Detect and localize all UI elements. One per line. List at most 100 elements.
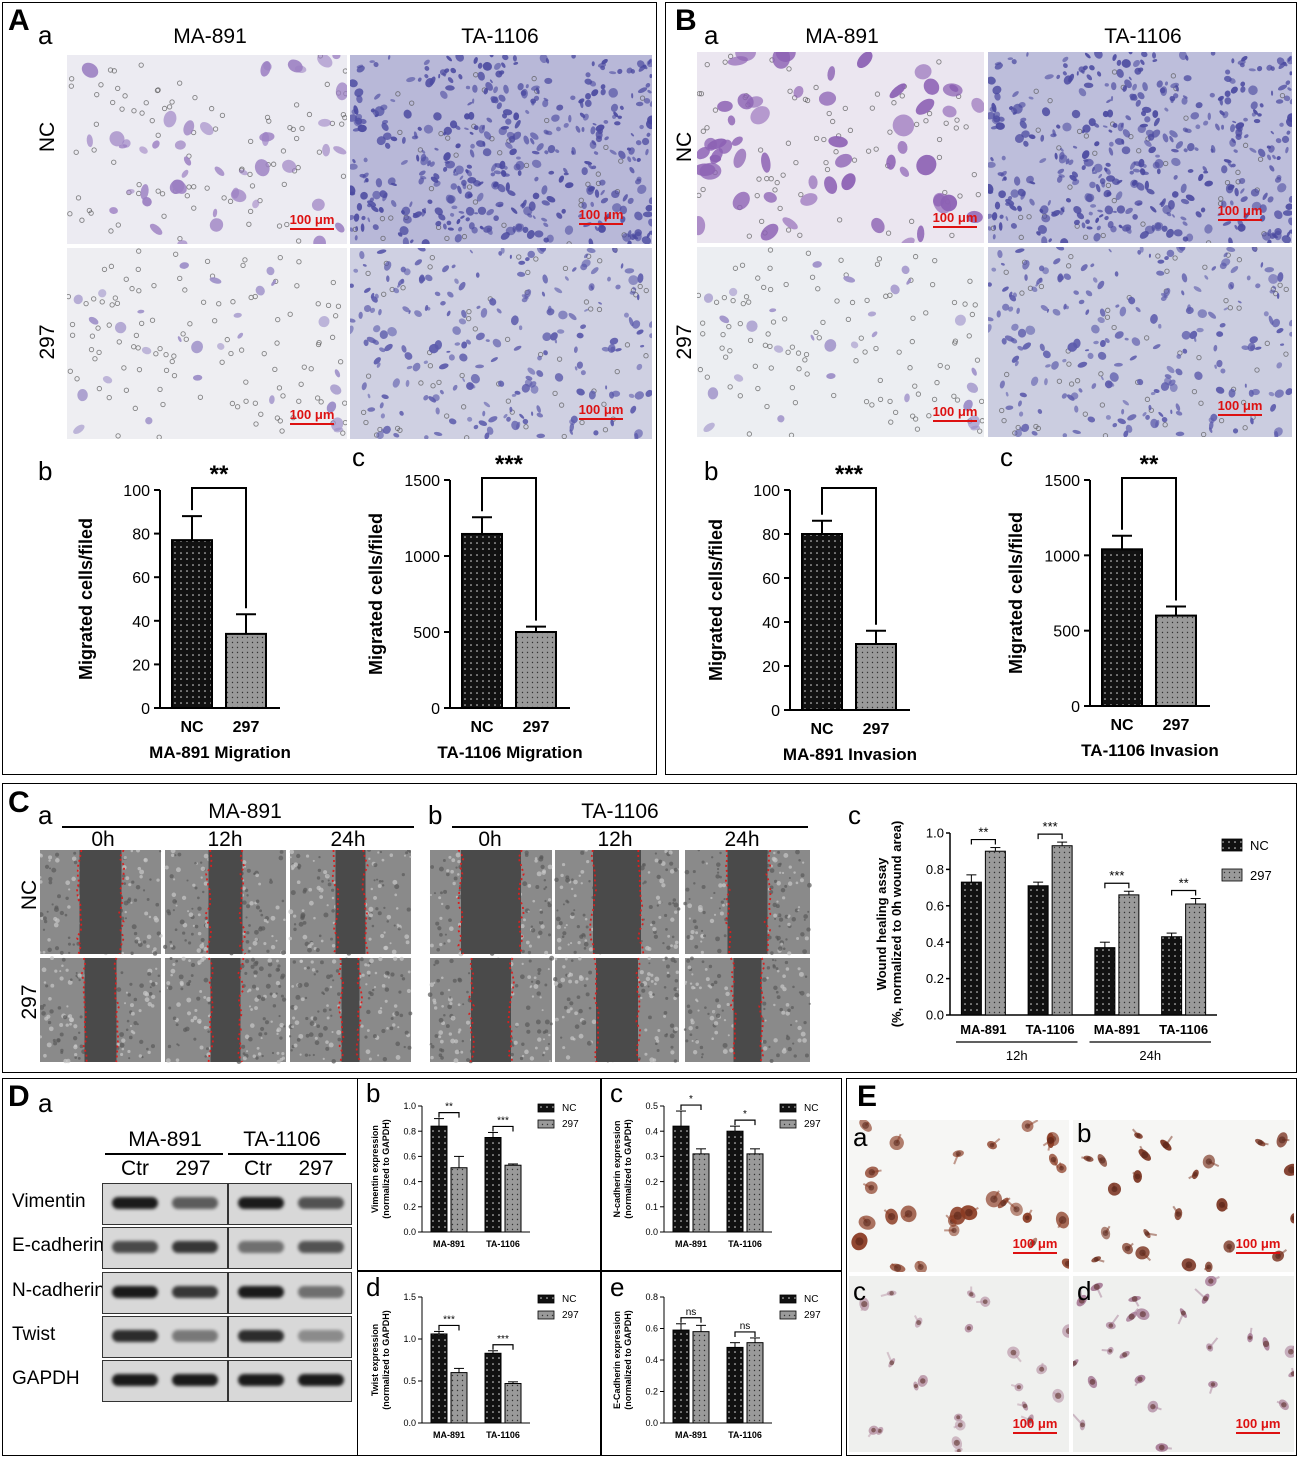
cell <box>1040 304 1049 311</box>
cell <box>687 1009 693 1015</box>
pore <box>914 121 920 128</box>
cell <box>323 1026 328 1031</box>
pore <box>151 283 157 289</box>
pore <box>747 337 754 344</box>
cell <box>319 895 324 899</box>
cell <box>437 926 442 931</box>
cell <box>534 859 538 863</box>
pore <box>208 105 215 112</box>
cell-nucleus <box>868 1184 875 1191</box>
cell <box>802 1038 807 1043</box>
cell <box>1056 74 1061 80</box>
y-tick-label: 0.4 <box>645 1126 658 1136</box>
cell <box>1112 122 1118 128</box>
cell <box>629 233 637 240</box>
y-tick-label: 80 <box>762 527 780 544</box>
cell <box>1154 222 1164 232</box>
y-tick-label: 0.1 <box>645 1202 658 1212</box>
cell <box>1037 409 1043 414</box>
cell <box>467 972 471 975</box>
cell <box>367 217 371 223</box>
cell <box>455 55 464 62</box>
cell-nucleus <box>1111 1186 1118 1193</box>
cell <box>457 226 463 232</box>
cell <box>424 74 429 79</box>
cell <box>1219 322 1226 328</box>
cell <box>280 975 285 980</box>
cell <box>384 343 393 352</box>
pore <box>1196 354 1202 361</box>
pore <box>1277 282 1283 288</box>
panel-d-sub-a: a <box>38 1088 53 1118</box>
cell <box>988 317 994 322</box>
cell <box>461 341 468 349</box>
wb-band <box>172 1374 218 1386</box>
cell <box>425 274 433 282</box>
cell <box>513 112 520 121</box>
cell <box>1173 229 1183 237</box>
wound-edge <box>238 850 247 955</box>
cell <box>783 1047 786 1051</box>
cell <box>446 872 450 877</box>
wb-band <box>298 1286 344 1298</box>
cell <box>537 967 542 973</box>
pore <box>277 254 283 261</box>
cell <box>269 880 273 884</box>
pore <box>335 303 342 309</box>
cell <box>244 888 249 893</box>
cell-nucleus <box>1136 1133 1141 1138</box>
cell <box>377 851 380 854</box>
cell <box>782 947 786 951</box>
pore <box>912 253 919 260</box>
cell <box>1063 273 1072 280</box>
cell <box>190 962 196 968</box>
cell <box>181 956 186 961</box>
cell <box>267 973 272 978</box>
pore <box>67 293 72 300</box>
cell <box>367 393 371 399</box>
cell <box>1065 198 1071 203</box>
cell <box>598 301 602 305</box>
pore <box>342 419 347 426</box>
cell <box>448 1032 453 1036</box>
cell <box>525 375 533 381</box>
significance-bracket <box>191 487 247 609</box>
cell <box>175 1023 179 1027</box>
cell <box>1248 68 1256 72</box>
cell <box>493 215 499 222</box>
cell <box>1115 191 1123 201</box>
cell <box>761 152 771 173</box>
cell <box>615 284 621 290</box>
cell <box>1001 155 1006 161</box>
wb-protein-label: N-cadherin <box>12 1280 105 1301</box>
cell <box>59 976 64 981</box>
pore <box>909 413 916 419</box>
cell <box>40 1004 45 1010</box>
pore <box>169 358 175 365</box>
y-tick-label: 20 <box>132 657 150 674</box>
cell <box>611 190 620 199</box>
cell <box>695 1040 700 1044</box>
pore <box>858 335 864 341</box>
pore <box>248 294 254 301</box>
pore <box>802 96 809 102</box>
cell <box>991 267 997 272</box>
cell <box>619 205 628 215</box>
pore <box>200 299 207 305</box>
cell <box>1183 75 1192 82</box>
cell <box>406 907 411 912</box>
cell <box>594 189 600 198</box>
cell <box>125 991 128 994</box>
cell <box>200 876 203 879</box>
cell <box>207 1030 210 1033</box>
cell <box>1028 96 1034 100</box>
pore <box>525 269 531 276</box>
pore <box>191 205 197 211</box>
cell <box>647 89 652 94</box>
cell <box>557 983 563 989</box>
cell <box>1053 258 1061 265</box>
cell <box>665 964 670 969</box>
cell <box>774 959 777 962</box>
pore <box>504 336 511 343</box>
cell <box>280 950 286 955</box>
